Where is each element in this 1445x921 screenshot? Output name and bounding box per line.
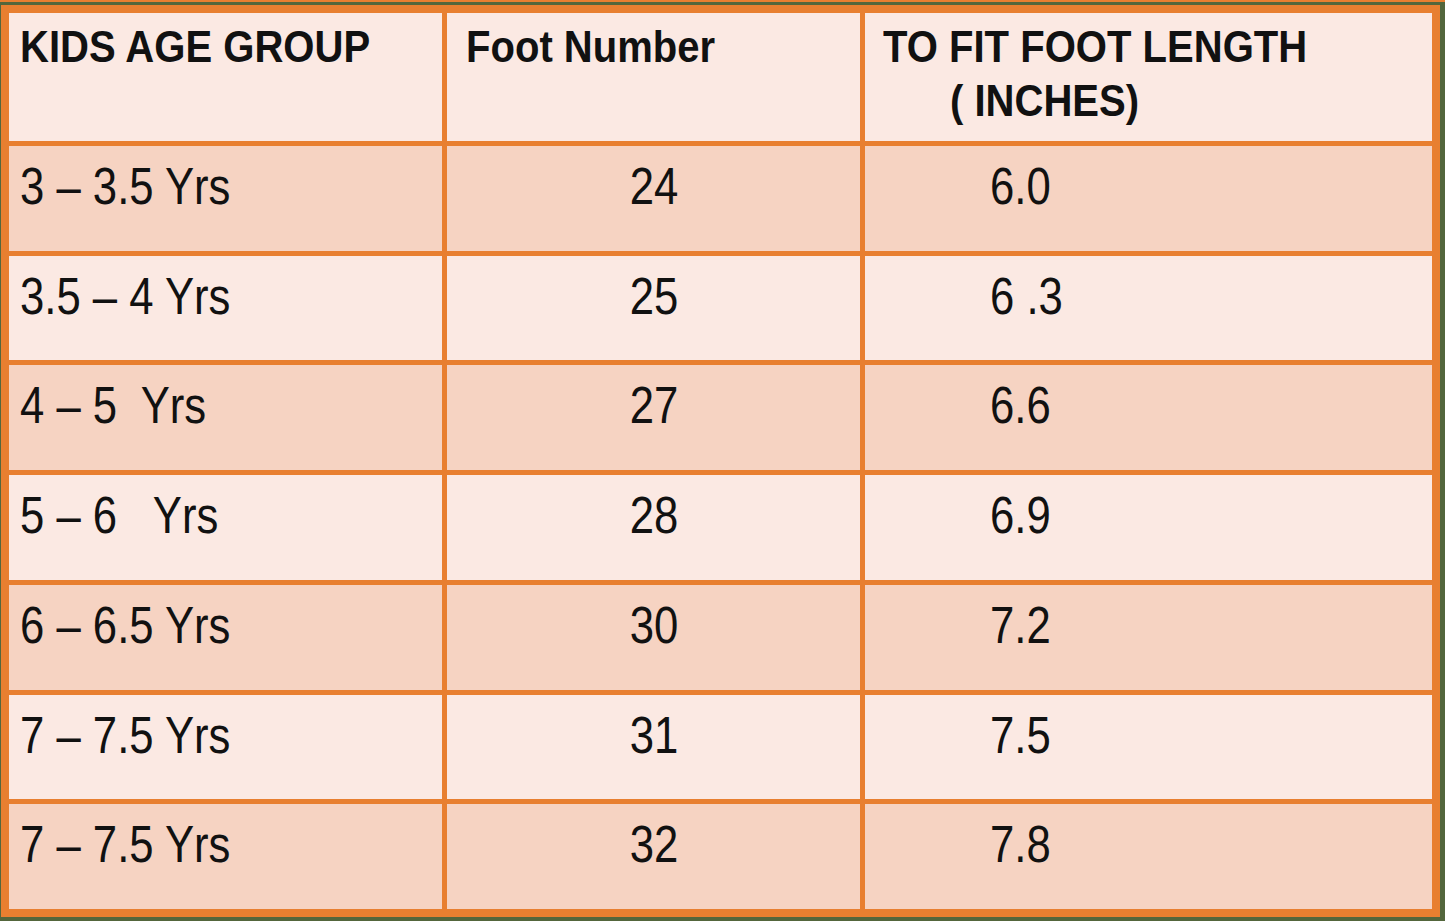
table-row: 7 – 7.5 Yrs 32 7.8 (9, 804, 1432, 909)
age-group-value: 3.5 – 4 Yrs (20, 268, 230, 325)
header-kids-age-group-label: KIDS AGE GROUP (20, 20, 370, 74)
age-group-value: 6 – 6.5 Yrs (20, 597, 230, 654)
table-row: 4 – 5 Yrs 27 6.6 (9, 365, 1432, 470)
table-row: 6 – 6.5 Yrs 30 7.2 (9, 585, 1432, 690)
foot-length-value: 6.6 (990, 377, 1051, 434)
foot-length-cell: 6.6 (865, 365, 1432, 470)
age-group-cell: 7 – 7.5 Yrs (9, 695, 442, 800)
age-group-value: 3 – 3.5 Yrs (20, 158, 230, 215)
header-foot-length: TO FIT FOOT LENGTH ( INCHES) (865, 13, 1432, 141)
age-group-cell: 3 – 3.5 Yrs (9, 146, 442, 251)
header-foot-number: Foot Number (447, 13, 860, 141)
foot-length-value: 6.9 (990, 487, 1051, 544)
age-group-value: 7 – 7.5 Yrs (20, 707, 230, 764)
foot-length-cell: 6.9 (865, 475, 1432, 580)
foot-number-cell: 24 (447, 146, 860, 251)
table-row: 3 – 3.5 Yrs 24 6.0 (9, 146, 1432, 251)
header-foot-length-label-line1: TO FIT FOOT LENGTH (883, 20, 1372, 74)
foot-number-value: 25 (629, 268, 678, 325)
header-kids-age-group: KIDS AGE GROUP (9, 13, 442, 141)
foot-number-value: 27 (629, 377, 678, 434)
age-group-cell: 4 – 5 Yrs (9, 365, 442, 470)
foot-length-cell: 7.2 (865, 585, 1432, 690)
foot-length-cell: 6 .3 (865, 256, 1432, 361)
foot-length-value: 6 .3 (990, 268, 1063, 325)
foot-number-value: 28 (629, 487, 678, 544)
age-group-cell: 6 – 6.5 Yrs (9, 585, 442, 690)
age-group-value: 7 – 7.5 Yrs (20, 816, 230, 873)
foot-number-cell: 27 (447, 365, 860, 470)
foot-number-cell: 25 (447, 256, 860, 361)
foot-length-value: 6.0 (990, 158, 1051, 215)
foot-number-cell: 28 (447, 475, 860, 580)
foot-number-cell: 30 (447, 585, 860, 690)
table-row: 5 – 6 Yrs 28 6.9 (9, 475, 1432, 580)
age-group-cell: 7 – 7.5 Yrs (9, 804, 442, 909)
foot-length-value: 7.5 (990, 707, 1051, 764)
header-row: KIDS AGE GROUP Foot Number TO FIT FOOT L… (9, 13, 1432, 141)
table-row: 3.5 – 4 Yrs 25 6 .3 (9, 256, 1432, 361)
foot-number-value: 24 (629, 158, 678, 215)
foot-number-value: 32 (629, 816, 678, 873)
foot-number-value: 30 (629, 597, 678, 654)
header-foot-length-label-line2: ( INCHES) (950, 74, 1379, 128)
size-chart-frame: KIDS AGE GROUP Foot Number TO FIT FOOT L… (1, 5, 1440, 917)
table-row: 7 – 7.5 Yrs 31 7.5 (9, 695, 1432, 800)
age-group-value: 5 – 6 Yrs (20, 487, 218, 544)
age-group-value: 4 – 5 Yrs (20, 377, 206, 434)
foot-length-cell: 7.8 (865, 804, 1432, 909)
foot-length-cell: 6.0 (865, 146, 1432, 251)
age-group-cell: 5 – 6 Yrs (9, 475, 442, 580)
foot-number-cell: 32 (447, 804, 860, 909)
foot-number-cell: 31 (447, 695, 860, 800)
foot-length-cell: 7.5 (865, 695, 1432, 800)
header-foot-number-label: Foot Number (466, 20, 715, 74)
size-chart-table: KIDS AGE GROUP Foot Number TO FIT FOOT L… (4, 8, 1437, 914)
foot-length-value: 7.2 (990, 597, 1051, 654)
age-group-cell: 3.5 – 4 Yrs (9, 256, 442, 361)
frame-top-accent (0, 0, 1445, 2)
foot-number-value: 31 (629, 707, 678, 764)
foot-length-value: 7.8 (990, 816, 1051, 873)
